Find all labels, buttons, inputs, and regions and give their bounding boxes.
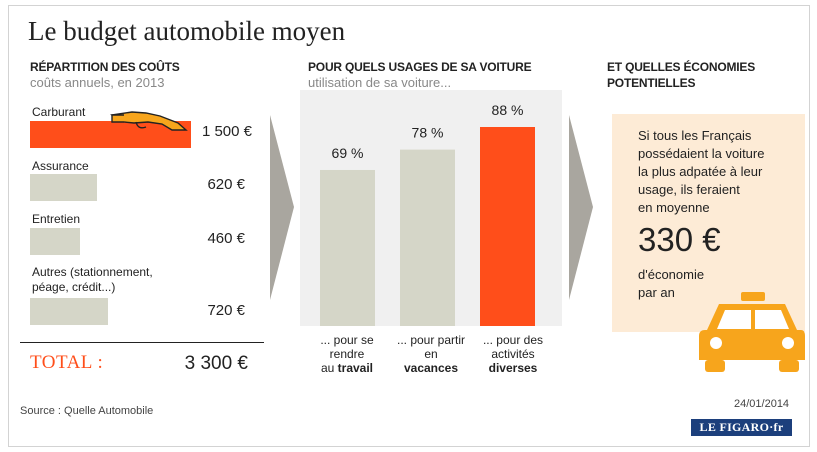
usage-value-label: 88 % bbox=[492, 102, 524, 118]
cost-value-entretien: 460 € bbox=[207, 230, 245, 247]
usage-bar-chart: 69 % 78 % 88 % bbox=[300, 90, 562, 326]
usage-value-label: 69 % bbox=[332, 145, 364, 161]
caption-line: diverses bbox=[468, 361, 558, 375]
savings-line: d'économie bbox=[638, 267, 705, 282]
caption-emphasis: vacances bbox=[403, 361, 459, 375]
le-figaro-logo: LE FIGARO·fr bbox=[691, 419, 792, 436]
usage-bar-vacances bbox=[400, 149, 455, 326]
source-note: Source : Quelle Automobile bbox=[20, 405, 154, 417]
savings-line: la plus adpatée à leur bbox=[638, 164, 763, 179]
costs-subheading: coûts annuels, en 2013 bbox=[30, 75, 165, 90]
savings-line: possédaient la voiture bbox=[638, 146, 765, 161]
caption-line: ... pour des bbox=[482, 333, 544, 347]
cost-label-entretien: Entretien bbox=[32, 212, 81, 226]
usage-caption-diverses: ... pour des activités diverses bbox=[468, 333, 558, 375]
savings-line: par an bbox=[638, 285, 675, 300]
savings-line: usage, ils feraient bbox=[638, 182, 740, 197]
caption-emphasis: diverses bbox=[488, 361, 538, 375]
usage-caption-travail: ... pour se rendre au travail bbox=[302, 333, 392, 375]
total-value: 3 300 € bbox=[184, 353, 248, 374]
arrow-chevron-icon bbox=[569, 115, 593, 300]
cost-label-assurance: Assurance bbox=[32, 159, 89, 173]
total-label: TOTAL : bbox=[30, 352, 104, 373]
cost-label-carburant: Carburant bbox=[32, 105, 86, 119]
usage-caption-vacances: ... pour partir en vacances bbox=[386, 333, 476, 375]
publication-date: 24/01/2014 bbox=[734, 398, 790, 410]
cost-bar-assurance bbox=[30, 174, 97, 201]
taxi-car-icon bbox=[699, 292, 805, 372]
caption-line: au travail bbox=[302, 361, 392, 375]
cost-value-assurance: 620 € bbox=[207, 176, 245, 193]
savings-text: Si tous les Français possédaient la voit… bbox=[638, 127, 764, 217]
savings-heading-1: ET QUELLES ÉCONOMIES bbox=[607, 60, 756, 74]
usage-subheading: utilisation de sa voiture... bbox=[308, 75, 452, 90]
caption-line: rendre bbox=[329, 347, 365, 361]
caption-line: ... pour se bbox=[320, 333, 374, 347]
caption-prefix: au bbox=[320, 361, 338, 375]
usage-heading: POUR QUELS USAGES DE SA VOITURE bbox=[308, 60, 532, 74]
cost-bar-autres bbox=[30, 298, 108, 325]
savings-text-after: d'économie par an bbox=[638, 266, 704, 302]
cost-bar-entretien bbox=[30, 228, 80, 255]
cost-value-autres: 720 € bbox=[207, 302, 245, 319]
usage-bar-travail bbox=[320, 169, 375, 326]
caption-line: en bbox=[424, 347, 438, 361]
savings-amount: 330 € bbox=[638, 221, 721, 258]
caption-line: ... pour partir bbox=[396, 333, 466, 347]
caption-emphasis: travail bbox=[337, 361, 374, 375]
total-rule bbox=[20, 342, 264, 343]
costs-heading: RÉPARTITION DES COÛTS bbox=[30, 60, 180, 74]
cost-value-carburant: 1 500 € bbox=[201, 123, 252, 140]
arrow-chevron-icon bbox=[270, 115, 294, 300]
usage-value-label: 78 % bbox=[412, 125, 444, 141]
savings-heading-2: POTENTIELLES bbox=[607, 76, 696, 90]
savings-box bbox=[612, 114, 805, 332]
page-title: Le budget automobile moyen bbox=[28, 16, 346, 46]
fuel-nozzle-icon bbox=[110, 111, 188, 131]
savings-line: en moyenne bbox=[638, 200, 710, 215]
usage-bar-diverses bbox=[480, 127, 535, 326]
savings-line: Si tous les Français bbox=[638, 128, 752, 143]
caption-line: vacances bbox=[386, 361, 476, 375]
caption-line: activités bbox=[491, 347, 535, 361]
cost-label-autres-1: Autres (stationnement, bbox=[32, 265, 153, 279]
cost-label-autres-2: péage, crédit...) bbox=[32, 280, 116, 294]
